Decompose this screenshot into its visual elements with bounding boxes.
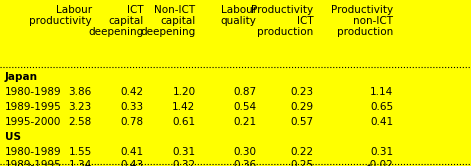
Text: Non-ICT
capital
deepening: Non-ICT capital deepening [140, 5, 195, 37]
Text: Labour
productivity: Labour productivity [29, 5, 92, 26]
Text: 1989-1995: 1989-1995 [5, 160, 61, 166]
Text: 0.61: 0.61 [172, 117, 195, 127]
Text: 0.65: 0.65 [370, 102, 393, 112]
Text: 1.42: 1.42 [172, 102, 195, 112]
Text: 0.31: 0.31 [370, 147, 393, 157]
Text: 3.86: 3.86 [69, 87, 92, 97]
Text: 2.58: 2.58 [69, 117, 92, 127]
Text: 1980-1989: 1980-1989 [5, 87, 61, 97]
Text: 3.23: 3.23 [69, 102, 92, 112]
Text: 1.34: 1.34 [69, 160, 92, 166]
Text: 0.30: 0.30 [234, 147, 257, 157]
Text: Productivity
ICT
production: Productivity ICT production [251, 5, 313, 37]
Text: 1995-2000: 1995-2000 [5, 117, 61, 127]
Text: 0.32: 0.32 [172, 160, 195, 166]
Text: 0.57: 0.57 [290, 117, 313, 127]
Text: 1.55: 1.55 [69, 147, 92, 157]
Text: 0.54: 0.54 [234, 102, 257, 112]
Text: 0.41: 0.41 [370, 117, 393, 127]
Text: 0.42: 0.42 [121, 87, 144, 97]
Text: ICT
capital
deepening: ICT capital deepening [89, 5, 144, 37]
Text: Labour
quality: Labour quality [220, 5, 257, 26]
Text: 0.25: 0.25 [290, 160, 313, 166]
Text: 1.20: 1.20 [172, 87, 195, 97]
Text: 1.14: 1.14 [370, 87, 393, 97]
Text: 0.41: 0.41 [121, 147, 144, 157]
Text: US: US [5, 132, 21, 142]
Text: 0.23: 0.23 [290, 87, 313, 97]
Text: Productivity
non-ICT
production: Productivity non-ICT production [331, 5, 393, 37]
Text: 0.43: 0.43 [121, 160, 144, 166]
Text: 0.33: 0.33 [121, 102, 144, 112]
Text: 1989-1995: 1989-1995 [5, 102, 61, 112]
Text: -0.02: -0.02 [366, 160, 393, 166]
Text: 0.21: 0.21 [234, 117, 257, 127]
Text: 0.31: 0.31 [172, 147, 195, 157]
Text: 0.29: 0.29 [290, 102, 313, 112]
Text: 1980-1989: 1980-1989 [5, 147, 61, 157]
Text: 0.87: 0.87 [234, 87, 257, 97]
Text: 0.36: 0.36 [234, 160, 257, 166]
Text: 0.78: 0.78 [121, 117, 144, 127]
Text: Japan: Japan [5, 72, 38, 82]
Text: 0.22: 0.22 [290, 147, 313, 157]
